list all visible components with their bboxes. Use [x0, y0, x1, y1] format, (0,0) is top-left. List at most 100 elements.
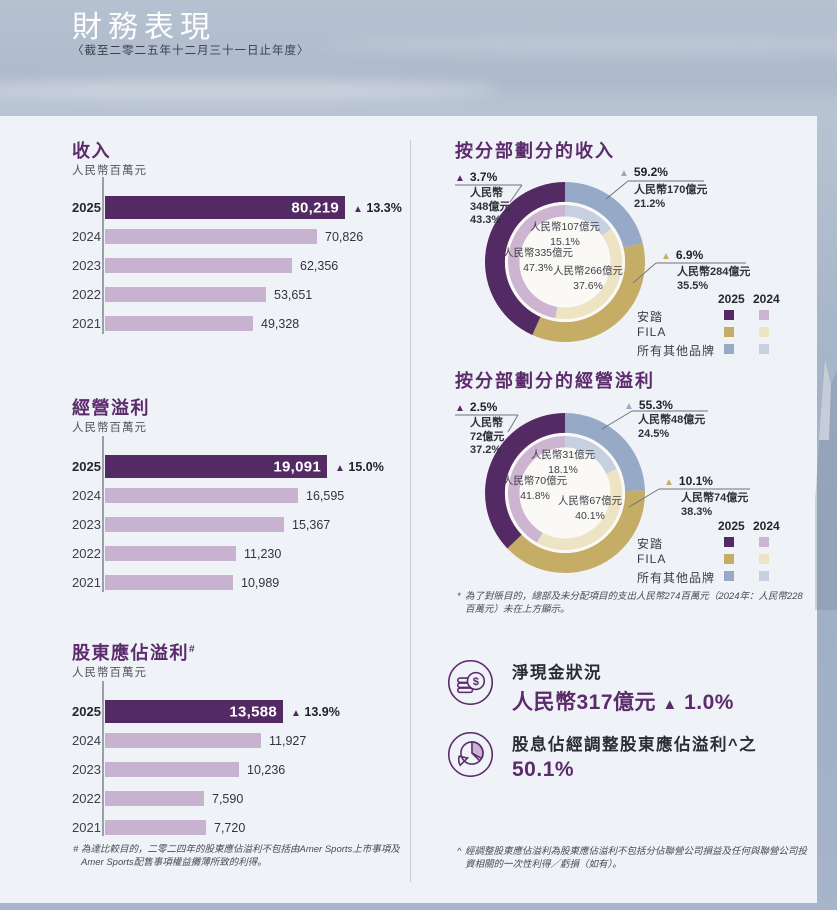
bar-2025: 80,219 [105, 196, 345, 219]
center-label-0: 人民幣107億元 15.1% [530, 220, 600, 249]
center-label-line: 18.1% [548, 463, 578, 476]
triangle-up-icon: ▲ [619, 168, 629, 179]
bar-value: 10,236 [247, 762, 286, 777]
center-label-line: 人民幣107億元 [529, 221, 601, 233]
operating-profit-chart: 經營溢利 人民幣百萬元 2025 19,091 ▲ 15.0% 2024 16,595 2… [72, 394, 422, 599]
svg-text:$: $ [473, 676, 480, 688]
triangle-up-icon: ▲ [455, 403, 465, 414]
footnote-text: 為了對賬目的，總部及未分配項目的支出人民幣274百萬元（2024年：人民幣228… [465, 591, 803, 615]
footnote-marker: # [189, 644, 197, 655]
year-label: 2023 [72, 517, 101, 532]
callout-line: 21.2% [634, 197, 666, 210]
bar-value: 10,989 [241, 575, 280, 590]
bar-row-2024: 2024 11,927 [72, 726, 422, 755]
callout-lines-anta: 人民幣 348億元 43.3% [470, 187, 510, 228]
net-cash-amount: 人民幣317億元 [512, 691, 657, 714]
legend-year-2024: 2024 [753, 292, 780, 306]
legend-swatch-others-2024 [759, 344, 769, 354]
net-cash-text: 淨現金狀況 人民幣317億元 ▲ 1.0% [512, 659, 734, 716]
chart-unit: 人民幣百萬元 [72, 165, 147, 177]
net-cash-highlight: $ 淨現金狀況 人民幣317億元 ▲ 1.0% [447, 659, 734, 716]
bar-row-2021: 2021 49,328 [72, 309, 422, 338]
bar-2024 [105, 488, 298, 503]
chart-title: 按分部劃分的收入 [455, 141, 615, 161]
bar-value: 70,826 [325, 229, 364, 244]
legend-swatch-anta-2024 [759, 537, 769, 547]
bar-2023 [105, 258, 292, 273]
page-subtitle: 〈截至二零二五年十二月三十一日止年度〉 [72, 45, 310, 57]
center-label-line: 人民幣335億元 [502, 247, 574, 259]
bar-2023 [105, 762, 239, 777]
center-label-line: 40.1% [575, 509, 605, 522]
callout-line: 348億元 [470, 200, 511, 213]
footnote-marker: * [457, 591, 461, 602]
callout-line: 35.5% [677, 279, 709, 292]
year-label: 2025 [72, 459, 101, 474]
legend-swatch-fila-2025 [724, 327, 734, 337]
right-footnote: ^ 經調整股東應佔溢利為股東應佔溢利不包括分佔聯營公司損益及任何與聯營公司投資相… [456, 845, 811, 871]
year-label: 2025 [72, 200, 101, 215]
bar-value: 15,367 [292, 517, 331, 532]
bar-2023 [105, 517, 284, 532]
callout-line: 人民幣284億元 [677, 266, 751, 278]
bar-2022 [105, 546, 236, 561]
triangle-up-icon: ▲ [291, 707, 301, 719]
year-label: 2025 [72, 704, 101, 719]
bar-rows: 2025 80,219 ▲ 13.3% 2024 70,826 2023 62,356 202… [72, 193, 422, 338]
bar-2022 [105, 287, 266, 302]
callout-lines-fila: 人民幣74億元 38.3% [681, 492, 748, 519]
bar-value: 62,356 [300, 258, 339, 273]
year-label: 2022 [72, 546, 101, 561]
column-divider [410, 140, 411, 882]
callout-line: 72億元 [470, 430, 505, 443]
triangle-up-icon: ▲ [662, 696, 678, 713]
bar-row-2023: 2023 62,356 [72, 251, 422, 280]
legend-swatch-anta-2025 [724, 537, 734, 547]
bar-2022 [105, 791, 204, 806]
bar-row-2024: 2024 70,826 [72, 222, 422, 251]
net-cash-value: 人民幣317億元 ▲ 1.0% [512, 686, 734, 716]
chart-title: 股東應佔溢利# [72, 639, 196, 665]
bar-rows: 2025 19,091 ▲ 15.0% 2024 16,595 2023 15,367 202… [72, 452, 422, 597]
legend-year-2025: 2025 [718, 292, 745, 306]
year-label: 2021 [72, 820, 101, 835]
legend-label-anta: 安踏 [637, 537, 664, 551]
legend-label-anta: 安踏 [637, 310, 664, 324]
callout-line: 43.3% [470, 214, 502, 226]
year-label: 2024 [72, 733, 101, 748]
bar-row-2021: 2021 7,720 [72, 813, 422, 842]
callout-delta-fila: ▲ 10.1% [664, 474, 713, 488]
callout-line: 人民幣74億元 [681, 492, 749, 504]
triangle-up-icon: ▲ [335, 462, 345, 474]
year-label: 2021 [72, 316, 101, 331]
callout-line: 人民幣170億元 [634, 184, 708, 196]
dividend-value: 50.1% [512, 758, 575, 781]
dividend-text: 股息佔經調整股東應佔溢利^之 50.1% [512, 731, 757, 782]
center-label-1: 人民幣335億元 47.3% [503, 246, 573, 275]
legend-label-others: 所有其他品牌 [637, 344, 716, 358]
bar-rows: 2025 13,588 ▲ 13.9% 2024 11,927 2023 10,236 202… [72, 697, 422, 842]
page-title: 財務表現 [72, 11, 216, 44]
axis-line [102, 177, 104, 334]
center-label-line: 人民幣31億元 [530, 449, 596, 461]
bar-value: 49,328 [261, 316, 300, 331]
year-label: 2022 [72, 287, 101, 302]
callout-line: 人民幣 [470, 417, 503, 429]
bar-value: 11,927 [269, 733, 307, 748]
callout-delta-anta: ▲ 3.7% [455, 170, 498, 184]
center-label-line: 41.8% [520, 489, 550, 502]
net-cash-delta: 1.0% [684, 691, 734, 714]
callout-lines-anta: 人民幣 72億元 37.2% [470, 417, 504, 458]
revenue-chart: 收入 人民幣百萬元 2025 80,219 ▲ 13.3% 2024 70,826 202… [72, 137, 422, 342]
bar-2024 [105, 733, 261, 748]
operating-profit-by-segment-chart: 按分部劃分的經營溢利 ▲ 2.5% 人民幣 72億元 37.2% ▲ 55.3% 人民幣48億… [440, 367, 820, 599]
center-label-1: 人民幣70億元 41.8% [503, 474, 567, 503]
revenue-by-segment-chart: 按分部劃分的收入 ▲ 3.7% 人民幣 348億元 43.3% ▲ 59.2% 人民幣170億… [440, 137, 820, 369]
bar-value: 19,091 [273, 458, 321, 475]
bar-value: 80,219 [291, 199, 339, 216]
legend-label-others: 所有其他品牌 [637, 571, 716, 585]
donut-chart: ▲ 3.7% 人民幣 348億元 43.3% ▲ 59.2% 人民幣170億元 21.2% ▲ 6.… [440, 137, 820, 369]
callout-delta-others: ▲ 59.2% [619, 165, 668, 179]
legend-swatch-fila-2025 [724, 554, 734, 564]
